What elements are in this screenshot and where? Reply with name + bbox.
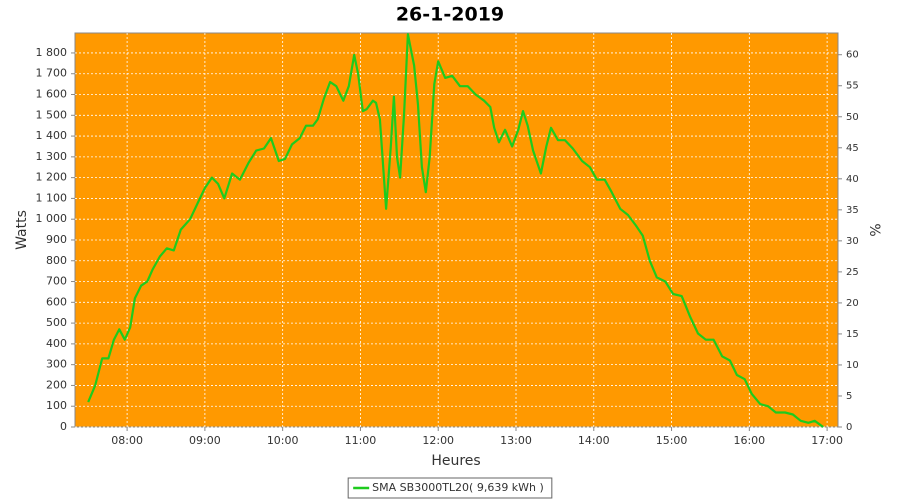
y-tick-label: 1 000 [36,212,68,225]
y-tick-label: 600 [46,295,67,308]
y-tick-label: 200 [46,378,67,391]
y2-tick-label: 25 [846,267,859,278]
y2-tick-label: 10 [846,360,859,371]
legend-box [347,477,553,499]
y-tick-label: 1 700 [36,67,68,80]
y-tick-label: 1 800 [36,46,68,59]
y-tick-label: 900 [46,233,67,246]
y-tick-label: 300 [46,358,67,371]
y2-tick-label: 55 [846,81,859,92]
plot-area [74,32,839,428]
x-tick-label: 13:00 [500,434,532,447]
y-tick-label: 1 600 [36,88,68,101]
y-tick-label: 800 [46,254,67,267]
x-tick-label: 14:00 [578,434,610,447]
y2-tick-label: 35 [846,205,859,216]
y2-tick-label: 0 [846,422,852,433]
x-tick-label: 12:00 [422,434,454,447]
x-tick-label: 16:00 [733,434,765,447]
y2-tick-label: 40 [846,174,859,185]
y2-tick-label: 50 [846,112,859,123]
x-tick-label: 11:00 [345,434,377,447]
chart-title: 26-1-2019 [396,4,504,26]
y2-tick-label: 5 [846,391,852,402]
y-tick-label: 1 100 [36,191,68,204]
y2-tick-label: 20 [846,298,859,309]
y2-axis-title: % [866,223,882,236]
y2-tick-label: 30 [846,236,859,247]
y-tick-label: 1 500 [36,108,68,121]
x-tick-label: 17:00 [811,434,843,447]
y-tick-label: 400 [46,337,67,350]
x-axis-title: Heures [431,453,480,469]
y-tick-label: 1 200 [36,171,68,184]
y-tick-label: 1 400 [36,129,68,142]
legend: SMA SB3000TL20( 9,639 kWh ) [347,477,553,499]
y-tick-label: 700 [46,275,67,288]
y-axis-title: Watts [14,210,30,250]
x-tick-label: 10:00 [267,434,299,447]
y-tick-label: 500 [46,316,67,329]
y-tick-label: 100 [46,399,67,412]
y2-tick-label: 45 [846,143,859,154]
x-tick-label: 08:00 [111,434,143,447]
y-tick-label: 1 300 [36,150,68,163]
x-tick-label: 09:00 [189,434,221,447]
legend-label: SMA SB3000TL20( 9,639 kWh ) [372,481,544,494]
y-tick-label: 0 [60,420,67,433]
y2-tick-label: 15 [846,329,859,340]
x-tick-label: 15:00 [656,434,688,447]
y2-tick-label: 60 [846,50,859,61]
series-line [87,33,824,428]
